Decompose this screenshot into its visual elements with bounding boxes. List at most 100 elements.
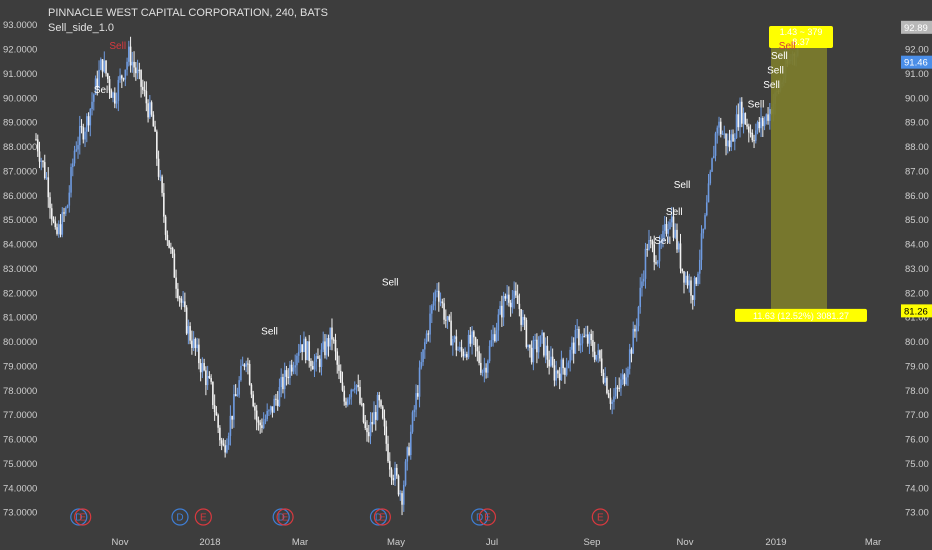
time-axis-label: Jul xyxy=(486,537,498,548)
dividend-marker-letter: D xyxy=(278,513,285,524)
candle-body xyxy=(275,398,277,400)
sell-signal-label: Sell xyxy=(748,100,765,111)
time-axis-label: 2018 xyxy=(199,537,220,548)
candle-body xyxy=(762,117,764,127)
candle-body xyxy=(59,224,62,235)
price-axis-left-label: 74.0000 xyxy=(3,483,37,494)
indicator-name[interactable]: Sell_side_1.0 xyxy=(48,22,115,34)
candle-body xyxy=(733,137,736,142)
candle-body xyxy=(634,328,636,332)
candle-body xyxy=(471,331,473,344)
candle-body xyxy=(574,330,577,354)
candle-body xyxy=(508,294,510,303)
price-axis-left-label: 81.0000 xyxy=(3,313,37,324)
candle-body xyxy=(691,295,694,300)
candle-body xyxy=(182,301,184,303)
price-axis-left-label: 82.0000 xyxy=(3,288,37,299)
candle-body xyxy=(621,374,624,380)
candle-body xyxy=(42,160,44,163)
candle-body xyxy=(480,362,482,373)
candle-body xyxy=(516,295,519,304)
price-axis-right-label: 87.00 xyxy=(905,166,929,177)
candle-body xyxy=(124,69,127,80)
candle-body xyxy=(173,253,176,278)
dividend-marker xyxy=(272,508,290,526)
candle-body xyxy=(625,377,628,385)
candle-body xyxy=(769,109,771,121)
candle-body xyxy=(36,139,39,152)
candle-body xyxy=(427,333,430,335)
candle-body xyxy=(504,296,507,299)
price-axis-right-label: 77.00 xyxy=(905,410,929,421)
earnings-marker-letter: E xyxy=(597,513,604,524)
candle-body xyxy=(268,410,270,412)
candle-body xyxy=(324,341,326,356)
dividend-marker xyxy=(70,508,88,526)
sell-signal-label: Sell xyxy=(94,85,111,96)
price-axis-left-label: 83.0000 xyxy=(3,264,37,275)
candle-body xyxy=(394,467,396,481)
candle-body xyxy=(175,277,177,289)
candle-body xyxy=(576,328,578,331)
candle-body xyxy=(406,447,409,462)
candle-body xyxy=(593,351,596,360)
candle-body xyxy=(114,92,116,104)
candle-body xyxy=(474,337,477,348)
candle-body xyxy=(660,241,663,243)
top-price-tag-bg xyxy=(901,20,932,34)
candle-body xyxy=(371,421,374,425)
candle-body xyxy=(327,338,330,347)
candle-body xyxy=(490,340,493,346)
candle-body xyxy=(667,228,670,234)
candle-body xyxy=(670,216,673,223)
sell-signal-label: Sell xyxy=(674,180,691,191)
candle-body xyxy=(551,356,554,366)
candle-body xyxy=(119,75,121,80)
candle-body xyxy=(280,377,282,388)
candle-body xyxy=(105,60,107,74)
candle-body xyxy=(602,372,605,383)
candle-body xyxy=(515,290,517,296)
candle-body xyxy=(45,177,48,179)
sell-signal-label: Sell xyxy=(779,41,796,52)
candle-body xyxy=(537,346,540,353)
candle-body xyxy=(98,69,100,88)
candle-body xyxy=(644,248,647,279)
candle-body xyxy=(499,305,501,315)
candle-body xyxy=(213,405,216,412)
candle-body xyxy=(497,314,500,331)
candle-body xyxy=(716,127,719,134)
candle-body xyxy=(735,114,738,138)
candle-body xyxy=(329,327,332,347)
price-axis-right-label: 83.00 xyxy=(905,264,929,275)
candle-body xyxy=(126,61,128,70)
earnings-marker xyxy=(373,508,391,526)
candle-body xyxy=(665,224,668,234)
candle-body xyxy=(353,387,356,390)
candle-body xyxy=(184,301,186,308)
candle-body xyxy=(219,427,221,441)
candle-body xyxy=(509,302,512,308)
candle-body xyxy=(201,363,204,373)
candle-body xyxy=(171,247,174,254)
candle-body xyxy=(261,425,263,429)
price-axis-right-label: 91.00 xyxy=(905,69,929,80)
price-axis-right-label: 79.00 xyxy=(905,361,929,372)
chart-header: PINNACLE WEST CAPITAL CORPORATION, 240, … xyxy=(48,6,328,36)
earnings-marker-letter: E xyxy=(79,513,86,524)
candle-body xyxy=(145,91,148,104)
candle-body xyxy=(332,339,335,341)
candle-body xyxy=(642,278,645,282)
candle-body xyxy=(513,290,515,299)
candle-body xyxy=(529,344,531,348)
candle-body xyxy=(150,102,153,115)
candle-body xyxy=(663,224,666,231)
price-axis-left-label: 80.0000 xyxy=(3,337,37,348)
candle-body xyxy=(149,102,151,118)
candle-body xyxy=(558,373,561,381)
candle-body xyxy=(170,247,172,249)
candle-body xyxy=(467,334,470,358)
candle-body xyxy=(178,298,181,300)
